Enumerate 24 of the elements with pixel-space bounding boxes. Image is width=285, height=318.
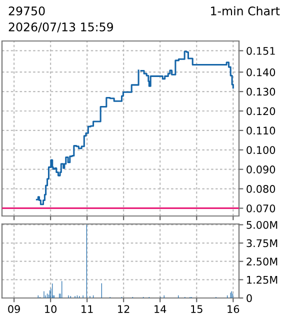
y-tick-label: 0.151	[246, 46, 275, 55]
x-tick-label: 10	[45, 305, 56, 314]
y-tick-label: 0.130	[246, 88, 276, 96]
y-tick-label: 0.120	[246, 107, 276, 116]
text: 1-min Chart	[211, 6, 280, 16]
y-tick-label: 0.080	[246, 185, 276, 193]
y-tick-label: 5.00M	[246, 220, 278, 229]
chart-title: 29750	[8, 6, 45, 16]
x-tick-label: 14	[154, 305, 166, 313]
x-tick-label: 16	[228, 305, 240, 314]
x-tick-label: 09	[8, 305, 20, 314]
y-tick-label: 2.50M	[246, 258, 278, 266]
y-tick-label: 0.100	[246, 146, 276, 154]
y-tick-label: 1.25M	[247, 276, 278, 284]
y-tick-label: 0	[246, 294, 252, 302]
y-tick-label: 0.110	[246, 126, 276, 135]
x-tick-label: 11	[82, 305, 93, 313]
y-tick-label: 0.070	[246, 204, 276, 212]
y-tick-label: 0.090	[246, 166, 276, 174]
x-tick-label: 15	[191, 305, 202, 314]
y-tick-label: 3.75M	[246, 239, 278, 248]
y-tick-label: 0.140	[246, 68, 276, 76]
chart-subtitle: 2026/07/13 15:59	[8, 22, 113, 32]
x-tick-label: 12	[118, 305, 130, 313]
